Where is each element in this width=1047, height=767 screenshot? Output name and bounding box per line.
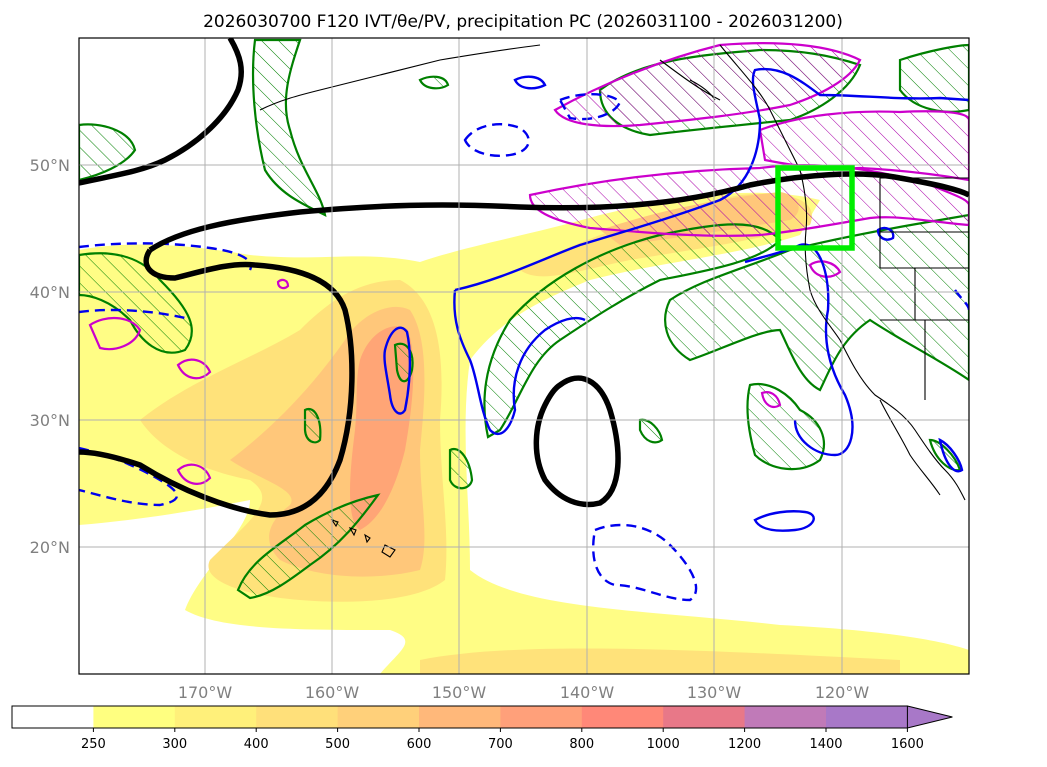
pv-region [393,342,414,383]
black-contour [79,38,244,186]
lat-label: 40°N [30,283,70,302]
colorbar-segment [12,706,94,728]
blue-contour-solid [513,75,547,90]
map-frame [78,37,970,675]
pv-region [79,252,193,354]
colorbar-tick-label: 600 [407,737,432,752]
pv-region [746,382,825,471]
blue-contour-solid [753,510,815,532]
region-highlight-box [775,165,855,251]
coastline-na-west [719,44,966,501]
blue-contour-dashed [463,123,530,157]
coastline-alaska [259,44,541,111]
colorbar-extend-arrow [906,705,953,729]
blue-contour-solid [744,243,854,457]
theta-e-region [176,463,212,485]
blue-contours [79,67,969,602]
blue-contour-dashed [79,446,179,507]
colorbar: 250 300 400 500 600 700 800 1000 1200 1400 1600 [11,705,953,752]
lon-label: 170°W [178,683,233,702]
colorbar-segment [256,706,339,728]
chart-title: 2026030700 F120 IVT/θe/PV, precipitation… [203,12,843,32]
colorbar-segment [337,706,420,728]
coastlines [259,44,969,558]
colorbar-tick-label: 300 [162,737,187,752]
theta-e-region [88,317,142,351]
pv-region [303,407,322,444]
ivt-contour-500 [350,326,414,530]
black-contour [533,375,621,508]
black-contours [79,38,969,518]
lon-label: 140°W [560,683,615,702]
latitude-labels: 50°N 40°N 30°N 20°N [30,156,70,557]
lon-label: 120°W [815,683,870,702]
pv-region [898,43,969,113]
colorbar-tick-label: 1000 [647,737,680,752]
colorbar-tick-label: 1400 [809,737,842,752]
colorbar-segment [581,706,664,728]
lat-label: 30°N [30,411,70,430]
colorbar-tick-label: 1200 [728,737,761,752]
lat-label: 20°N [30,538,70,557]
blue-contour-solid [453,289,586,436]
black-contour [79,248,355,518]
pv-region [79,123,137,182]
lon-label: 150°W [432,683,487,702]
longitude-labels: 170°W 160°W 150°W 140°W 130°W 120°W [178,683,870,702]
blue-contour-dashed [592,523,698,602]
colorbar-segment [663,706,746,728]
blue-contour-solid [383,326,412,415]
colorbar-segment [744,706,827,728]
hawaii-islands [330,518,396,558]
colorbar-segment [93,706,176,728]
blue-contour-dashed [79,308,186,320]
pv-region [638,418,664,444]
coastline-baja [879,399,941,496]
theta-e-hatched-regions [88,42,969,485]
colorbar-segment [826,706,908,728]
colorbar-frame [11,705,908,729]
blue-contour-solid [454,67,969,292]
map-area [79,38,969,674]
colorbar-tick-label: 1600 [891,737,924,752]
gridlines [79,38,969,674]
colorbar-segment [174,706,257,728]
colorbar-tick-label: 500 [325,737,350,752]
pv-region [418,75,450,90]
colorbar-tick-label: 400 [244,737,269,752]
colorbar-segment [500,706,583,728]
theta-e-region [553,42,862,128]
lat-label: 50°N [30,156,70,175]
pv-region [251,38,327,217]
blue-contour-dashed [558,93,622,121]
colorbar-segment [419,706,501,728]
theta-e-region [760,391,782,409]
theta-e-region [276,278,290,290]
blue-contour-solid [938,437,964,473]
state-boundaries [879,177,969,400]
lon-label: 130°W [687,683,742,702]
colorbar-tick-label: 700 [488,737,513,752]
theta-e-region [176,358,212,380]
colorbar-tick-label: 800 [569,737,594,752]
lon-label: 160°W [305,683,360,702]
blue-contour-dashed [79,242,253,271]
theta-e-region [808,260,842,278]
black-contour [148,171,969,253]
colorbar-tick-label: 250 [81,737,106,752]
